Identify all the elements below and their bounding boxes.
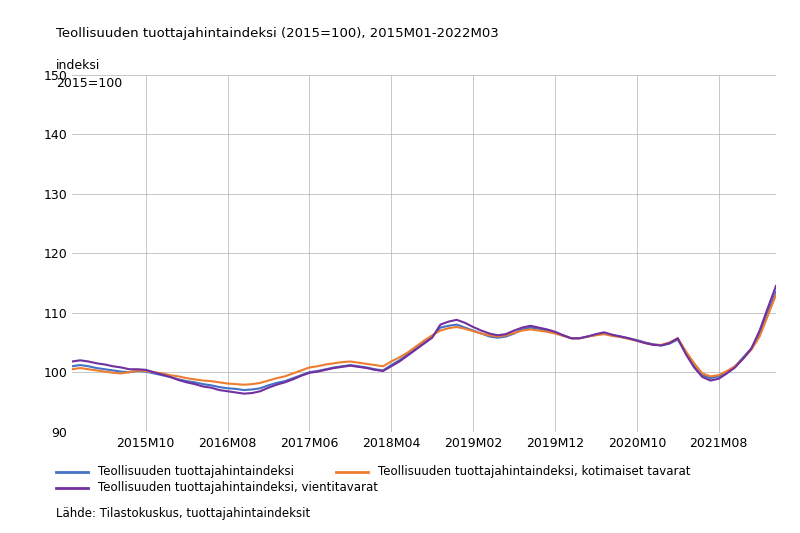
Text: indeksi: indeksi [56, 59, 100, 71]
Text: Lähde: Tilastokuskus, tuottajahintaindeksit: Lähde: Tilastokuskus, tuottajahintaindek… [56, 507, 310, 520]
Text: 2015=100: 2015=100 [56, 77, 122, 90]
Text: Teollisuuden tuottajahintaindeksi, kotimaiset tavarat: Teollisuuden tuottajahintaindeksi, kotim… [378, 465, 690, 478]
Text: Teollisuuden tuottajahintaindeksi (2015=100), 2015M01-2022M03: Teollisuuden tuottajahintaindeksi (2015=… [56, 27, 498, 39]
Text: Teollisuuden tuottajahintaindeksi: Teollisuuden tuottajahintaindeksi [98, 465, 294, 478]
Text: Teollisuuden tuottajahintaindeksi, vientitavarat: Teollisuuden tuottajahintaindeksi, vient… [98, 481, 378, 494]
